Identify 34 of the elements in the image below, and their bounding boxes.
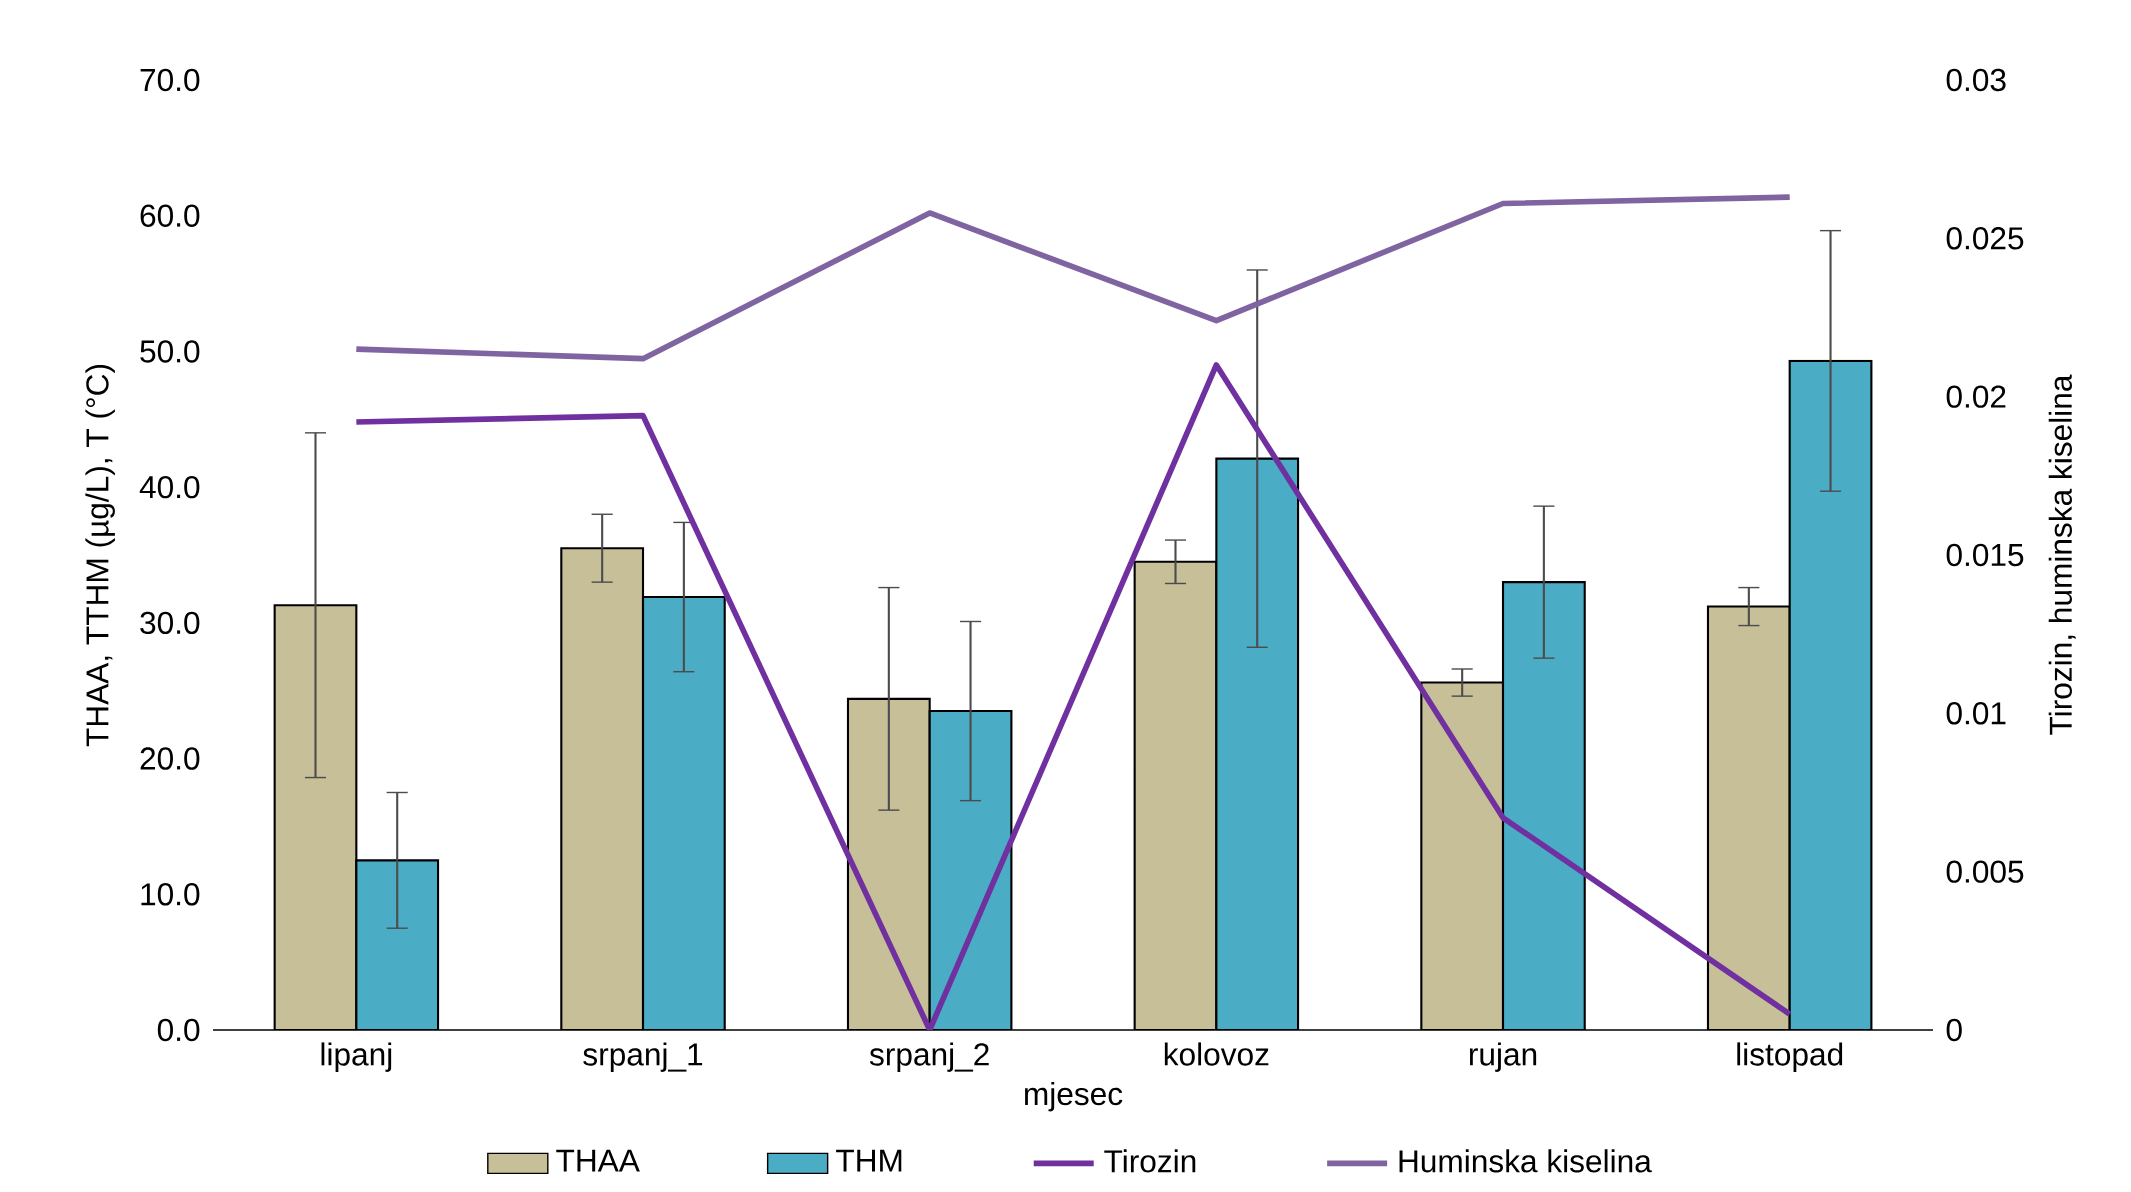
y2-tick-label: 0.03 xyxy=(1946,69,2006,92)
y-tick-label: 30.0 xyxy=(140,611,200,635)
x-tick-label: srpanj_2 xyxy=(869,1042,989,1073)
y2-axis-title: Tirozin, huminska kiselina xyxy=(2048,374,2076,735)
y-axis-title: THAA, TTHM (µg/L), T (°C) xyxy=(85,365,115,747)
bar xyxy=(1215,457,1300,1031)
y-tick-label: 60.0 xyxy=(140,204,200,228)
x-tick-label: listopad xyxy=(1737,1042,1843,1073)
x-tick-label: kolovoz xyxy=(1164,1042,1269,1066)
y-tick-label: 50.0 xyxy=(140,340,200,363)
bar xyxy=(928,710,1013,1031)
x-tick-label: srpanj_1 xyxy=(583,1042,703,1073)
x-tick-label: lipanj xyxy=(321,1042,392,1073)
legend-label: Tirozin xyxy=(1104,1149,1196,1173)
y2-tick-label: 0.005 xyxy=(1946,860,2024,884)
legend-label: THM xyxy=(836,1150,902,1172)
y2-tick-label: 0.025 xyxy=(1946,227,2024,250)
bar xyxy=(355,859,440,1031)
legend-label: Huminska kiselina xyxy=(1399,1149,1652,1173)
y-tick-label: 10.0 xyxy=(141,883,200,906)
bar xyxy=(1501,581,1586,1031)
y2-tick-label: 0.02 xyxy=(1946,385,2006,409)
y2-tick-label: 0.01 xyxy=(1946,702,2006,725)
y-tick-label: 0.0 xyxy=(157,1019,200,1042)
bar xyxy=(1788,360,1873,1031)
bar xyxy=(641,596,726,1031)
y2-tick-label: 0.015 xyxy=(1946,544,2024,567)
y-tick-label: 70.0 xyxy=(140,69,200,92)
y-tick-label: 20.0 xyxy=(140,747,200,771)
x-axis-title: mjesec xyxy=(1025,1082,1123,1112)
y-tick-label: 40.0 xyxy=(139,476,200,499)
legend-label: THAA xyxy=(556,1150,640,1172)
x-tick-label: rujan xyxy=(1469,1042,1537,1073)
y2-tick-label: 0 xyxy=(1946,1019,1962,1042)
